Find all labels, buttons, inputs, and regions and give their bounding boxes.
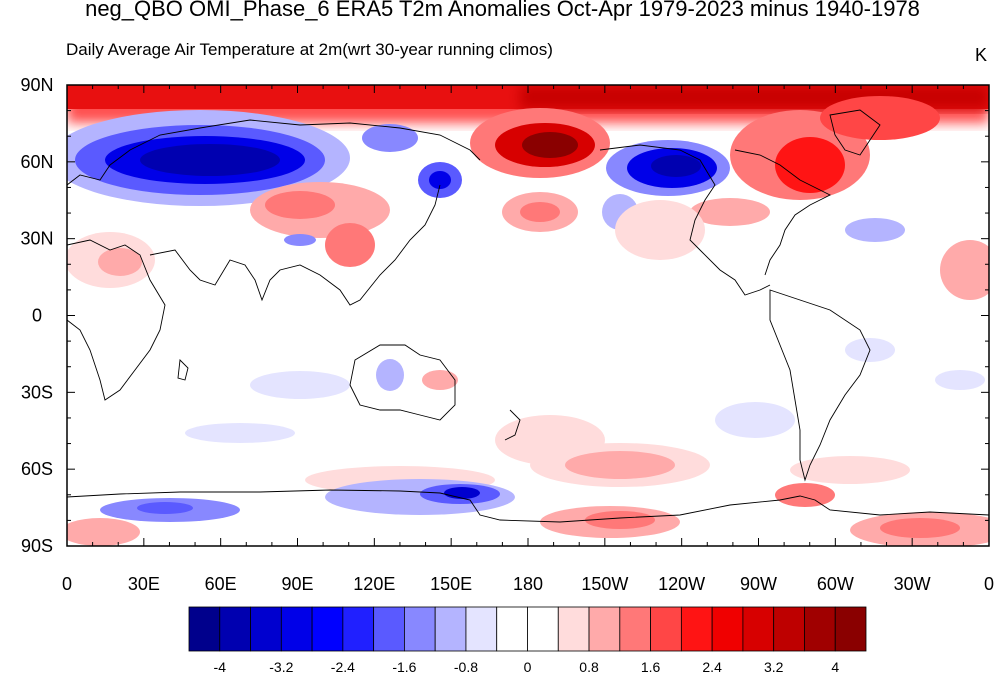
colorbar-label: 2.4 (702, 659, 722, 675)
chukotka-warm-anomaly (470, 108, 610, 232)
lon-tick-label: 120W (658, 574, 705, 594)
colorbar-swatch (527, 606, 559, 652)
colorbar-swatch (342, 606, 375, 652)
alaska-cold-anomaly (602, 140, 730, 230)
lon-tick-label: 150E (430, 574, 472, 594)
lon-tick-label: 90W (740, 574, 777, 594)
lat-tick-label: 60N (20, 152, 53, 172)
colorbar-swatch (804, 606, 836, 652)
coastlines (67, 109, 989, 523)
colorbar-swatch (250, 606, 282, 652)
colorbar-swatch (434, 606, 467, 652)
anomaly-field (67, 85, 989, 546)
colorbar-swatch (773, 606, 805, 652)
colorbar-swatch (373, 606, 405, 652)
colorbar-label: -2.4 (331, 659, 355, 675)
units-label: K (975, 45, 988, 65)
colorbar-swatch (711, 606, 744, 652)
colorbar-label: -0.8 (454, 659, 478, 675)
colorbar-swatch (588, 606, 621, 652)
colorbar-swatch (650, 606, 682, 652)
lat-tick-label: 90N (20, 75, 53, 95)
colorbar-label: -3.2 (269, 659, 293, 675)
lon-tick-label: 0 (984, 574, 994, 594)
colorbar-swatch (188, 606, 221, 652)
page-title: neg_QBO OMI_Phase_6 ERA5 T2m Anomalies O… (85, 0, 920, 21)
latitude-ticks: 90N 60N 30N 0 30S 60S 90S (20, 75, 989, 556)
longitude-ticks: 0 30E 60E 90E 120E 150E 180 150W 120W 90W 60W 30W 0 (62, 85, 994, 594)
lon-tick-label: 60W (817, 574, 854, 594)
lon-tick-label: 90E (281, 574, 313, 594)
lat-tick-label: 30S (21, 382, 53, 402)
colorbar-label: -4 (214, 659, 227, 675)
lat-tick-label: 30N (20, 229, 53, 249)
canada-warm-anomaly (690, 96, 940, 226)
colorbar-swatch (280, 606, 313, 652)
central-asia-warm-anomaly (250, 182, 390, 267)
map-subtitle: Daily Average Air Temperature at 2m(wrt … (66, 40, 553, 59)
lon-tick-label: 30E (128, 574, 160, 594)
colorbar-label: 0 (524, 659, 532, 675)
lon-tick-label: 0 (62, 574, 72, 594)
colorbar-swatch (311, 606, 344, 652)
colorbar-label: 0.8 (579, 659, 599, 675)
colorbar-label: 3.2 (764, 659, 784, 675)
colorbar-swatch (404, 606, 436, 652)
lat-tick-label: 90S (21, 536, 53, 556)
lat-tick-label: 60S (21, 459, 53, 479)
southern-ocean-anomalies (67, 443, 989, 546)
siberia-cold-anomaly (67, 110, 462, 206)
colorbar-swatch (834, 606, 867, 652)
colorbar: -4 -3.2 -2.4 -1.6 -0.8 0 0.8 1.6 2.4 3.2 4 (188, 606, 867, 675)
lon-tick-label: 30W (894, 574, 931, 594)
colorbar-swatch (742, 606, 775, 652)
lon-tick-label: 150W (581, 574, 628, 594)
colorbar-swatch (496, 606, 528, 652)
lat-tick-label: 0 (32, 306, 42, 326)
colorbar-swatch (465, 606, 498, 652)
colorbar-swatch (219, 606, 251, 652)
colorbar-label: -1.6 (392, 659, 416, 675)
lon-tick-label: 180 (513, 574, 543, 594)
lon-tick-label: 120E (353, 574, 395, 594)
colorbar-swatch (680, 606, 713, 652)
colorbar-swatch (557, 606, 590, 652)
colorbar-label: 1.6 (641, 659, 661, 675)
colorbar-label: 4 (831, 659, 839, 675)
colorbar-swatch (619, 606, 651, 652)
lon-tick-label: 60E (205, 574, 237, 594)
